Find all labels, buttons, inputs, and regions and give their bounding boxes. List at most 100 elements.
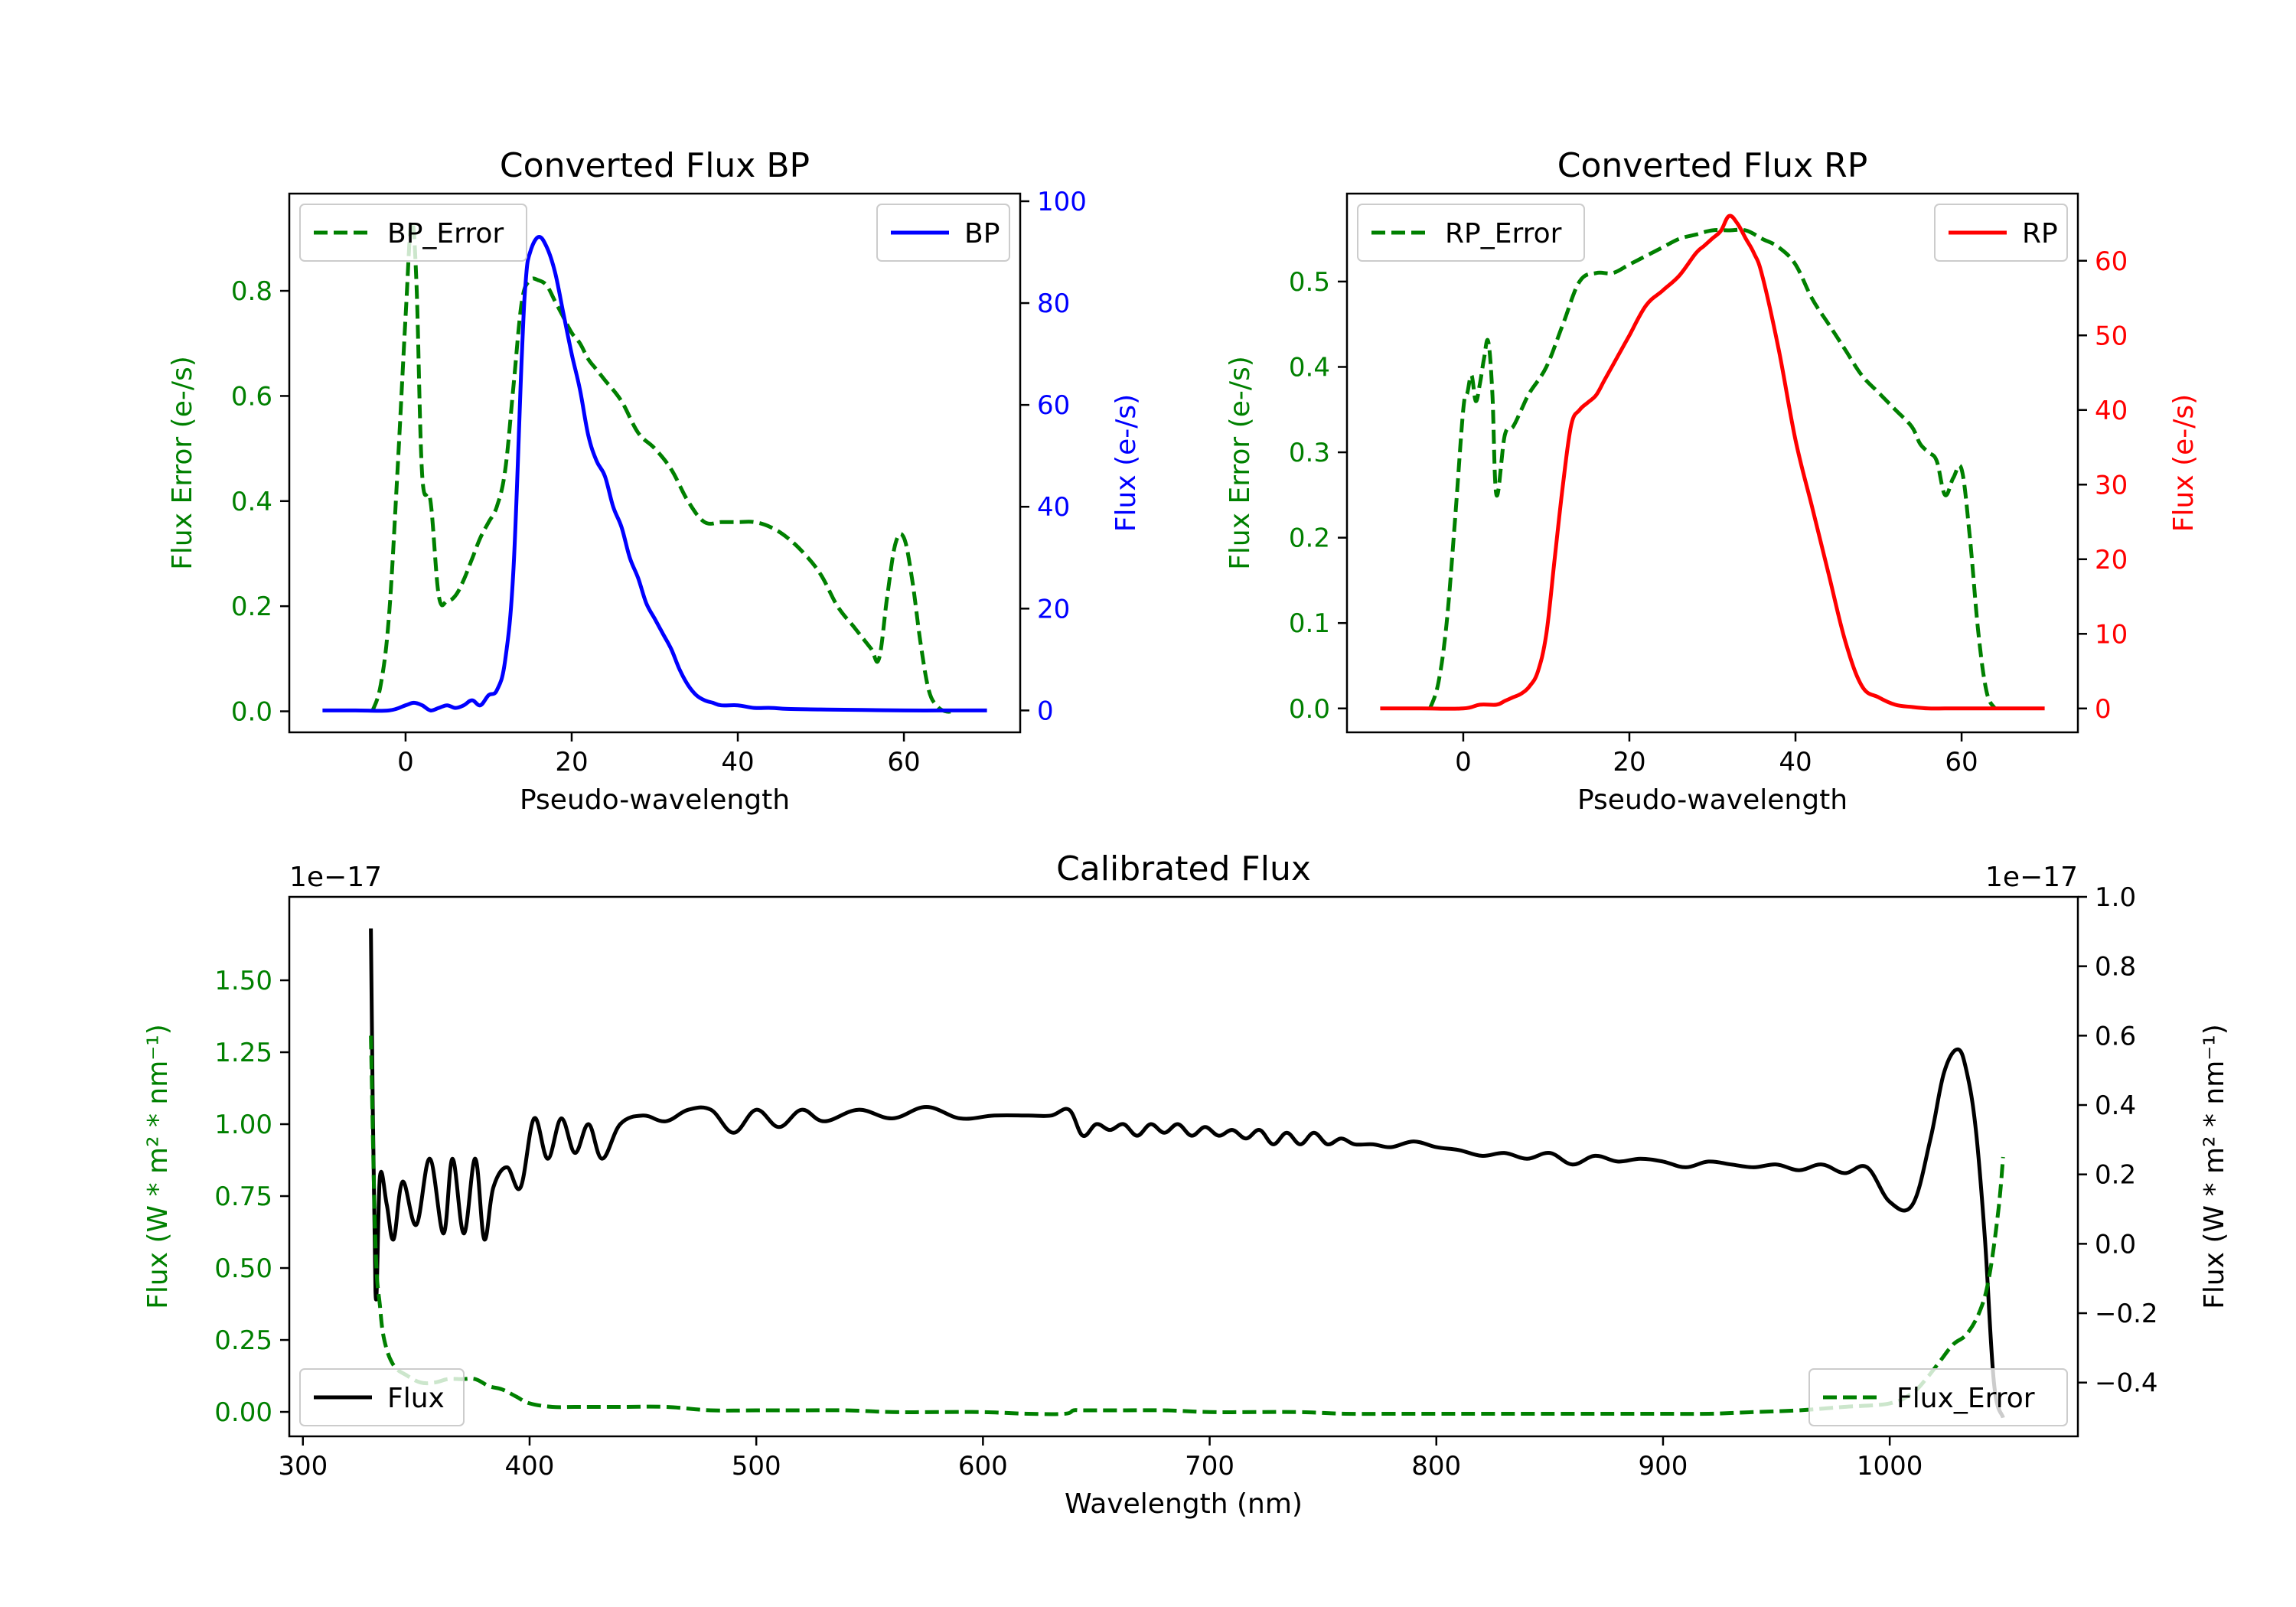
legend-box <box>299 204 527 262</box>
y-left-tick-label: 0.0 <box>231 697 272 728</box>
y-left-axis-label: Flux (W * m² * nm⁻¹) <box>142 1024 174 1309</box>
legend-label: RP <box>2022 218 2058 249</box>
y-right-tick-label: 20 <box>1037 594 1070 624</box>
series-group <box>369 928 2005 1419</box>
legend-label: BP <box>964 218 1000 249</box>
y-right-tick-label: 80 <box>1037 288 1070 319</box>
y-right-tick-label: 1.0 <box>2095 882 2136 913</box>
y-left-offset-text: 1e−17 <box>289 862 382 893</box>
x-tick-label: 600 <box>958 1451 1008 1482</box>
legend-label: Flux_Error <box>1896 1383 2035 1414</box>
y-left-tick-label: 0.6 <box>231 381 272 412</box>
plot-frame <box>1345 192 2079 734</box>
y-right-tick-label: 0.8 <box>2095 952 2136 983</box>
y-left-tick-label: 0.50 <box>214 1253 272 1284</box>
x-tick-label: 800 <box>1411 1451 1461 1482</box>
x-tick-label: 900 <box>1639 1451 1688 1482</box>
legend-label: Flux <box>387 1383 445 1414</box>
y-right-tick-label: 0 <box>1037 696 1054 726</box>
legend-rp: RP <box>1934 204 2068 262</box>
y-left-tick-label: 0.25 <box>214 1325 272 1356</box>
y-right-tick-label: 10 <box>2095 619 2128 650</box>
series-line-flux-error <box>369 1035 2005 1416</box>
x-axis-label: Pseudo-wavelength <box>520 784 790 816</box>
y-right-tick-label: 60 <box>1037 390 1070 421</box>
y-right-tick-label: 0.6 <box>2095 1021 2136 1051</box>
y-right-tick-label: 40 <box>2095 396 2128 426</box>
legend-flux: Flux <box>299 1368 465 1426</box>
y-left-tick-label: 0.3 <box>1289 438 1330 468</box>
y-right-axis-label: Flux (W * m² * nm⁻¹) <box>2199 1024 2230 1309</box>
y-right-tick-label: −0.4 <box>2095 1368 2158 1399</box>
y-right-axis-label: Flux (e-/s) <box>1110 394 1142 532</box>
x-tick-label: 500 <box>732 1451 781 1482</box>
series-line-rp <box>1380 214 2045 711</box>
y-right-tick-label: 0.0 <box>2095 1229 2136 1260</box>
y-left-tick-label: 1.25 <box>214 1038 272 1068</box>
x-axis-label: Wavelength (nm) <box>1065 1488 1303 1520</box>
y-left-tick-label: 0.8 <box>231 276 272 307</box>
x-tick-label: 400 <box>505 1451 555 1482</box>
legend-box <box>1357 204 1585 262</box>
y-left-tick-label: 1.00 <box>214 1110 272 1140</box>
y-left-axis-label: Flux Error (e-/s) <box>167 356 198 570</box>
y-left-tick-label: 1.50 <box>214 966 272 996</box>
y-right-tick-label: 40 <box>1037 492 1070 523</box>
x-tick-label: 700 <box>1185 1451 1234 1482</box>
series-line-bp-error <box>370 219 954 714</box>
x-tick-label: 20 <box>1613 747 1645 777</box>
chart-title: Calibrated Flux <box>1056 849 1311 888</box>
series-line-flux <box>369 928 2005 1419</box>
legend-rp-error: RP_Error <box>1357 204 1585 262</box>
y-right-tick-label: 100 <box>1037 187 1087 217</box>
plot-frame <box>288 895 2079 1438</box>
chart-title: Converted Flux BP <box>500 146 810 185</box>
y-left-tick-label: 0.4 <box>1289 352 1330 383</box>
y-right-tick-label: 0 <box>2095 694 2112 725</box>
legend-bp-error: BP_Error <box>299 204 527 262</box>
y-right-axis-label: Flux (e-/s) <box>2168 394 2200 532</box>
y-right-tick-label: 0.2 <box>2095 1160 2136 1191</box>
y-right-tick-label: −0.2 <box>2095 1299 2158 1329</box>
y-left-tick-label: 0.5 <box>1289 267 1330 298</box>
y-left-tick-label: 0.00 <box>214 1397 272 1428</box>
y-left-tick-label: 0.0 <box>1289 694 1330 725</box>
x-tick-label: 20 <box>555 747 588 777</box>
legend-flux-error: Flux_Error <box>1808 1368 2068 1426</box>
x-tick-label: 0 <box>1455 747 1472 777</box>
y-left-tick-label: 0.2 <box>231 592 272 622</box>
x-tick-label: 60 <box>887 747 920 777</box>
series-line-bp <box>322 234 987 713</box>
chart-title: Converted Flux RP <box>1557 146 1868 185</box>
y-left-tick-label: 0.1 <box>1289 608 1330 639</box>
legend-label: RP_Error <box>1445 218 1562 249</box>
y-left-tick-label: 0.4 <box>231 487 272 517</box>
y-right-tick-label: 50 <box>2095 321 2128 351</box>
x-tick-label: 40 <box>1779 747 1812 777</box>
x-tick-label: 300 <box>278 1451 328 1482</box>
series-line-rp-error <box>1428 227 1997 710</box>
chart-rp: 0 20 40 60 0.0 0.1 0.2 0.3 0.4 0.5 0 10 20 30 40 50 60 Co… <box>1225 146 2200 816</box>
x-tick-label: 1000 <box>1857 1451 1923 1482</box>
series-group <box>1380 214 2045 711</box>
y-right-tick-label: 60 <box>2095 246 2128 277</box>
y-right-offset-text: 1e−17 <box>1985 862 2078 893</box>
x-tick-label: 40 <box>721 747 754 777</box>
legend-box <box>299 1368 465 1426</box>
legend-box <box>1808 1368 2068 1426</box>
legend-label: BP_Error <box>387 218 504 249</box>
y-left-tick-label: 0.75 <box>214 1182 272 1212</box>
y-left-axis-label: Flux Error (e-/s) <box>1225 356 1256 570</box>
series-group <box>322 219 987 714</box>
y-left-tick-label: 0.2 <box>1289 523 1330 554</box>
x-tick-label: 60 <box>1945 747 1978 777</box>
x-axis-label: Pseudo-wavelength <box>1577 784 1848 816</box>
chart-bp: 0 20 40 60 0.0 0.2 0.4 0.6 0.8 0 20 40 60 80 100 Conver… <box>167 146 1142 816</box>
y-right-tick-label: 0.4 <box>2095 1090 2136 1121</box>
chart-cal: 300 400 500 600 700 800 900 1000 0.00 0.25 0.50 0.7… <box>142 849 2230 1520</box>
y-right-tick-label: 20 <box>2095 545 2128 575</box>
plot-frame <box>288 192 1022 734</box>
legend-bp: BP <box>876 204 1010 262</box>
y-right-tick-label: 30 <box>2095 470 2128 500</box>
